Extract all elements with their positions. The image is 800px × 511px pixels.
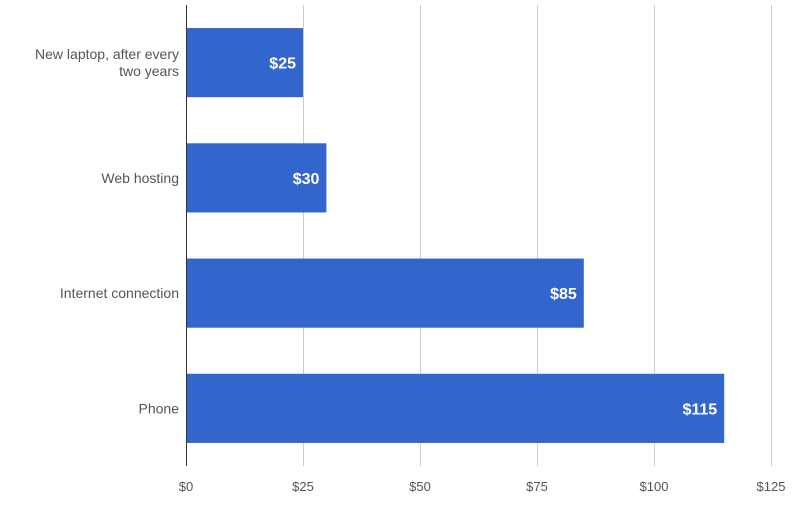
x-tick-label: $125 bbox=[757, 479, 786, 494]
bar bbox=[186, 28, 303, 98]
category-label: Internet connection bbox=[60, 285, 179, 301]
category-label: New laptop, after every bbox=[35, 46, 179, 62]
x-tick-label: $25 bbox=[292, 479, 314, 494]
bar-value-label: $85 bbox=[550, 286, 577, 303]
category-label: Web hosting bbox=[101, 170, 179, 186]
x-tick-label: $50 bbox=[409, 479, 431, 494]
category-label: two years bbox=[119, 63, 179, 79]
bar bbox=[186, 143, 327, 213]
bar bbox=[186, 373, 725, 443]
bar-value-label: $30 bbox=[293, 171, 320, 188]
labels: $0 $25 $50 $75 $100 $125 $25 New laptop, after … bbox=[35, 46, 785, 494]
x-tick-label: $0 bbox=[179, 479, 193, 494]
x-tick-label: $100 bbox=[640, 479, 669, 494]
bars bbox=[186, 28, 725, 443]
x-tick-label: $75 bbox=[526, 479, 548, 494]
bar bbox=[186, 258, 584, 328]
bar-value-label: $115 bbox=[682, 401, 717, 418]
bar-value-label: $25 bbox=[269, 56, 296, 73]
category-label: Phone bbox=[139, 400, 180, 416]
